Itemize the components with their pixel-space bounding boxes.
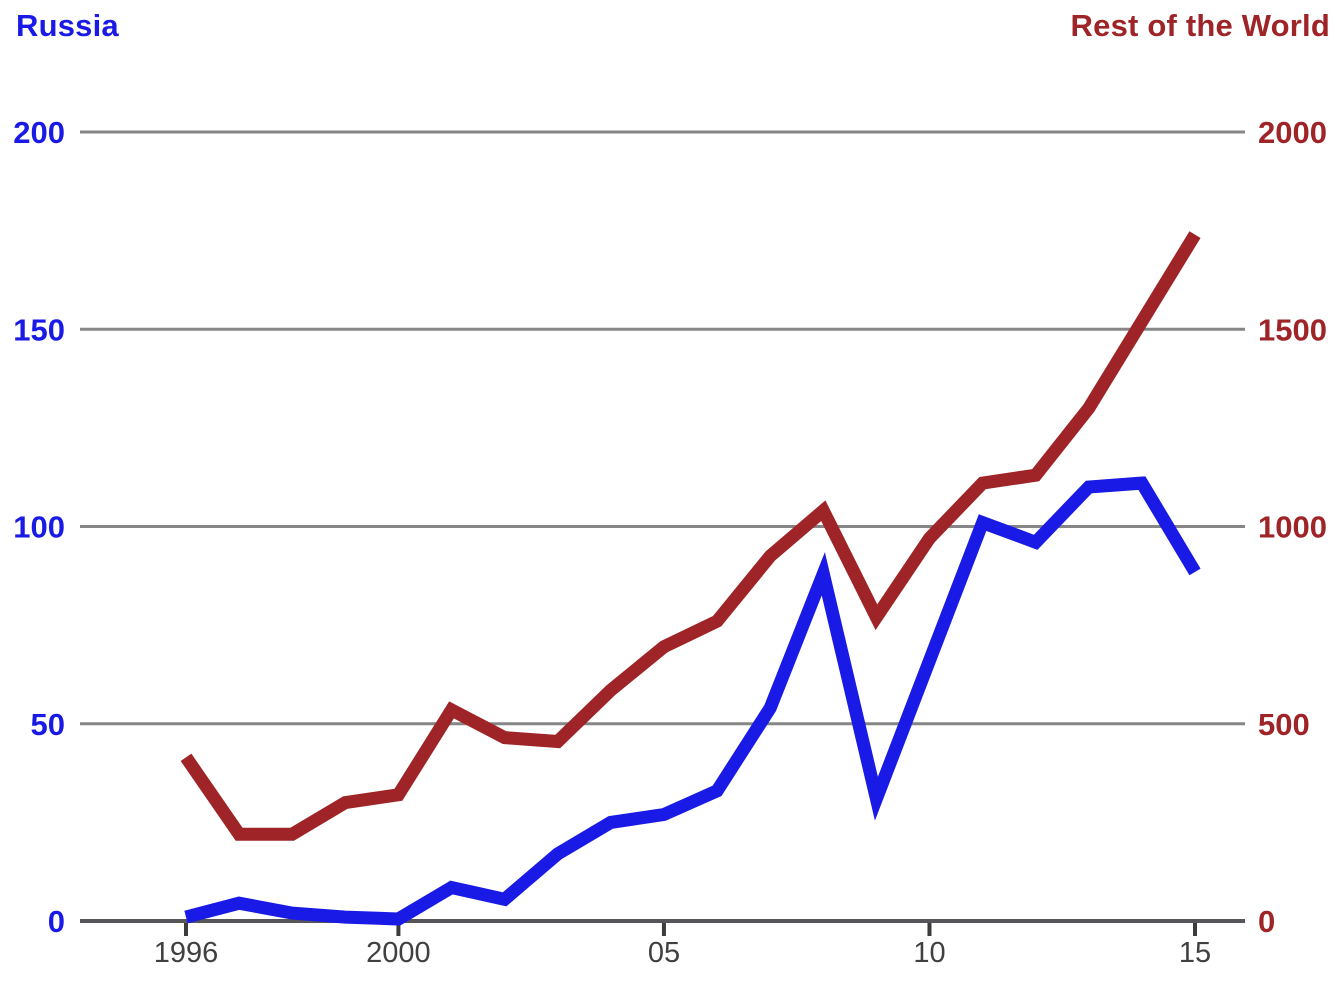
series-line-russia xyxy=(184,476,1201,926)
right-axis-tick-label: 0 xyxy=(1258,904,1275,939)
x-tick-label: 10 xyxy=(913,937,945,969)
x-tick-label: 2000 xyxy=(366,937,431,969)
series-line-rest-of-the-world xyxy=(180,231,1201,841)
left-axis-tick-label: 0 xyxy=(48,904,65,939)
x-tick-label: 1996 xyxy=(154,937,219,969)
left-axis-tick-label: 100 xyxy=(13,510,65,545)
right-axis-title: Rest of the World xyxy=(1070,8,1330,43)
left-axis-title: Russia xyxy=(16,8,119,43)
left-axis-tick-label: 150 xyxy=(13,312,65,347)
right-axis-tick-label: 2000 xyxy=(1258,115,1327,150)
x-tick-label: 15 xyxy=(1179,937,1211,969)
x-tick-label: 05 xyxy=(648,937,680,969)
left-axis-tick-label: 200 xyxy=(13,115,65,150)
left-axis-tick-label: 50 xyxy=(31,707,65,742)
right-axis-tick-label: 1000 xyxy=(1258,510,1327,545)
right-axis-tick-label: 1500 xyxy=(1258,312,1327,347)
right-axis-tick-label: 500 xyxy=(1258,707,1310,742)
